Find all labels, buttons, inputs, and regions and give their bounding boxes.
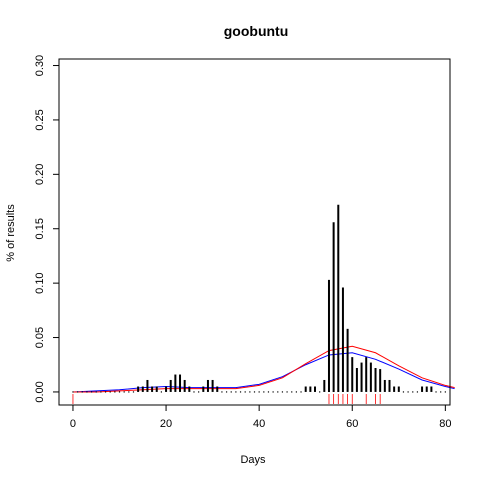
y-tick-label: 0.30 [34,55,46,76]
zero-dot [286,391,288,393]
zero-dot [295,391,297,393]
zero-dot [402,391,405,393]
zero-dot [90,391,93,393]
x-tick-label: 20 [160,418,172,430]
x-tick-label: 80 [439,418,451,430]
fit-curve-red [72,345,455,393]
zero-dot [444,391,446,393]
zero-dot [300,391,302,393]
zero-dot [235,391,237,393]
zero-dot [160,391,162,393]
zero-dot [225,391,228,393]
zero-dot [123,391,125,393]
zero-dot [267,391,270,393]
zero-dot [72,391,74,393]
zero-dot [132,391,135,393]
y-axis: 0.00 0.05 0.10 0.15 0.20 0.25 0.30 [34,55,59,403]
zero-dot [109,391,111,393]
zero-dot [412,391,414,393]
zero-dot [272,391,274,393]
y-axis-label: % of results [5,204,17,262]
zero-dot [104,391,107,393]
chart-title: goobuntu [224,23,289,39]
x-tick-label: 0 [70,418,76,430]
zero-dot [95,391,97,393]
zero-dot [86,391,88,393]
zero-dot [239,391,242,393]
zero-dot [118,391,121,393]
fit-curve-blue [72,352,455,393]
y-tick-label: 0.05 [34,327,46,348]
zero-dot [244,391,246,393]
x-tick-label: 40 [253,418,265,430]
zero-dot [198,391,200,393]
zero-dot [193,391,195,393]
zero-dot [407,391,409,393]
zero-dot [77,391,79,393]
zero-dot [114,391,116,393]
zero-dot [263,391,265,393]
zero-dot [291,391,293,393]
zero-dot [221,391,223,393]
plot-area [72,204,455,404]
zero-dot [416,391,419,393]
zero-dot [249,391,251,393]
zero-dot [100,391,102,393]
zero-dot [253,391,256,393]
zero-dot [258,391,260,393]
zero-dot [440,391,442,393]
y-tick-label: 0.20 [34,164,46,185]
zero-dot [281,391,284,393]
zero-dot [435,391,437,393]
zero-dot [128,391,130,393]
x-axis-label: Days [240,454,266,466]
x-tick-label: 60 [346,418,358,430]
y-tick-label: 0.00 [34,381,46,402]
y-tick-label: 0.15 [34,218,46,239]
x-axis: 0 20 40 60 80 [70,405,451,430]
zero-dot [81,391,83,393]
zero-dot [319,391,321,393]
y-tick-label: 0.10 [34,272,46,293]
zero-dot [230,391,232,393]
plot-frame [58,58,451,406]
y-tick-label: 0.25 [34,109,46,130]
zero-dot [277,391,279,393]
